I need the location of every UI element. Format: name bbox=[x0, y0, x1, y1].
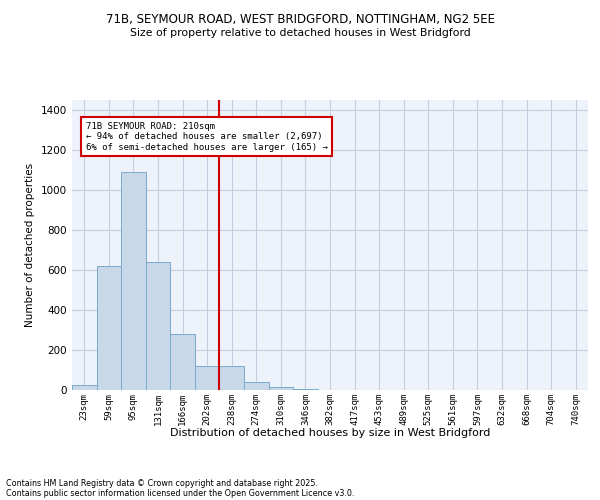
Text: 71B, SEYMOUR ROAD, WEST BRIDGFORD, NOTTINGHAM, NG2 5EE: 71B, SEYMOUR ROAD, WEST BRIDGFORD, NOTTI… bbox=[106, 12, 494, 26]
Bar bbox=[244, 382, 269, 390]
X-axis label: Distribution of detached houses by size in West Bridgford: Distribution of detached houses by size … bbox=[170, 428, 490, 438]
Text: 71B SEYMOUR ROAD: 210sqm
← 94% of detached houses are smaller (2,697)
6% of semi: 71B SEYMOUR ROAD: 210sqm ← 94% of detach… bbox=[86, 122, 328, 152]
Bar bbox=[195, 366, 220, 390]
Text: Contains public sector information licensed under the Open Government Licence v3: Contains public sector information licen… bbox=[6, 488, 355, 498]
Bar bbox=[293, 389, 318, 390]
Bar bbox=[72, 385, 97, 390]
Y-axis label: Number of detached properties: Number of detached properties bbox=[25, 163, 35, 327]
Bar bbox=[170, 334, 195, 390]
Bar bbox=[220, 366, 244, 390]
Text: Contains HM Land Registry data © Crown copyright and database right 2025.: Contains HM Land Registry data © Crown c… bbox=[6, 478, 318, 488]
Text: Size of property relative to detached houses in West Bridgford: Size of property relative to detached ho… bbox=[130, 28, 470, 38]
Bar bbox=[121, 172, 146, 390]
Bar bbox=[146, 262, 170, 390]
Bar bbox=[269, 387, 293, 390]
Bar bbox=[97, 266, 121, 390]
